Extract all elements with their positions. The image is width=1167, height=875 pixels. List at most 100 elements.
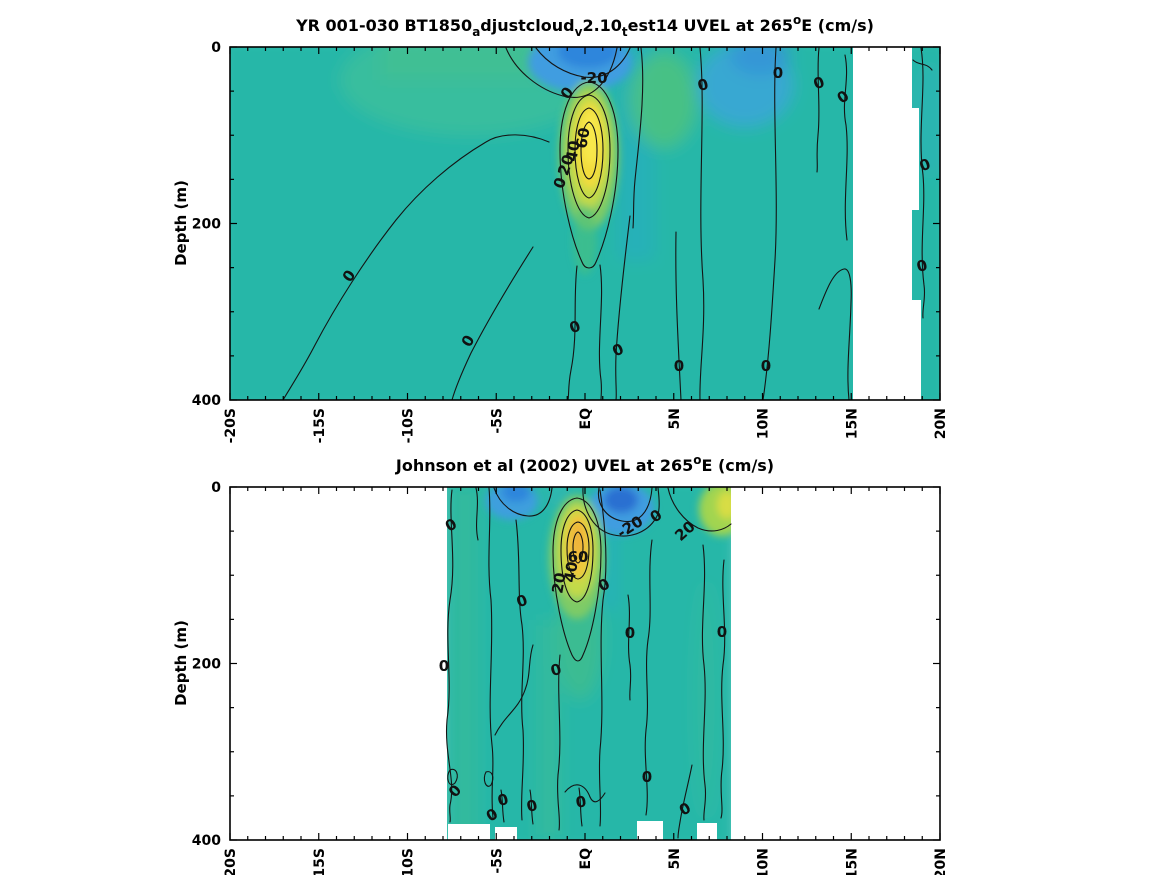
contour-label: 0 [642, 768, 652, 786]
contour-label: 0 [496, 790, 511, 810]
x-tick-label: 15N [844, 848, 860, 875]
contour-line [535, 47, 631, 78]
contour-label: 0 [674, 357, 684, 375]
contour-line [578, 787, 583, 827]
y-tick-labels: 0 200 400 [192, 40, 221, 409]
color-region [910, 60, 940, 180]
contour-line [720, 559, 726, 819]
contour-line [843, 54, 848, 241]
contour-line [529, 789, 534, 825]
contour-line [582, 487, 660, 537]
contour-line [505, 47, 618, 98]
contour-label: 0 [625, 624, 635, 642]
y-tick-label: 400 [192, 833, 221, 849]
x-tick-label: 20N [933, 848, 949, 875]
contour-line [912, 59, 933, 71]
missing-data-mask [912, 108, 921, 400]
color-region [629, 52, 697, 148]
contour-line [816, 47, 820, 173]
contour-line [675, 231, 682, 401]
contour-line [475, 487, 479, 541]
y-tick-label: 400 [192, 393, 221, 409]
contour-line [632, 47, 644, 229]
y-tick-label: 0 [211, 40, 221, 56]
x-tick-label: EQ [578, 408, 594, 430]
contour-line [597, 487, 653, 523]
contour-line [483, 771, 494, 787]
color-region [717, 491, 731, 519]
x-tick-label: 20N [933, 408, 949, 439]
y-tick-label: 0 [211, 480, 221, 496]
contour-line [762, 47, 777, 401]
y-axis-label: Depth (m) [172, 180, 190, 266]
missing-data-region [912, 300, 921, 400]
contour-line [500, 789, 505, 823]
contour-line [567, 94, 611, 219]
x-tick-label: -15S [312, 848, 328, 875]
contour-line [560, 509, 594, 603]
x-tick-labels: -20S -15S -10S -5S EQ 5N 10N 15N 20N [223, 848, 949, 875]
color-region [692, 580, 720, 820]
contour-label: 0 [915, 256, 930, 276]
contour-line [574, 107, 604, 199]
contour-line [580, 121, 598, 180]
x-tick-label: EQ [578, 848, 594, 870]
x-tick-label: -20S [223, 848, 239, 875]
contour-line [615, 215, 631, 401]
x-tick-label: -15S [312, 408, 328, 443]
contour-line [557, 654, 561, 831]
contour-line [818, 268, 852, 401]
contour-label: 0 [439, 657, 449, 675]
contour-line [701, 544, 707, 821]
y-tick-labels: 0 200 400 [192, 480, 221, 849]
missing-data-region [637, 821, 663, 841]
contour-line [627, 594, 632, 701]
contour-label: 20 [554, 152, 578, 177]
x-tick-label: -5S [489, 408, 505, 434]
missing-data-region [912, 108, 919, 210]
color-region [558, 47, 618, 68]
contour-line [559, 81, 619, 269]
contour-line [644, 539, 653, 816]
contour-line [598, 489, 607, 827]
contour-lines [445, 487, 732, 839]
y-tick-label: 200 [192, 217, 221, 233]
contour-label: 0 [525, 796, 540, 816]
contour-label: 20 [548, 571, 569, 595]
contour-label: 60 [568, 548, 589, 566]
plot-frame [229, 46, 941, 401]
contour-line [699, 47, 705, 401]
contour-line [451, 246, 534, 401]
y-tick-label: 200 [192, 657, 221, 673]
contour-line [552, 497, 602, 662]
missing-data-region [495, 827, 517, 841]
x-tick-label: 15N [844, 408, 860, 439]
x-tick-label: -20S [223, 408, 239, 443]
contour-line [445, 489, 454, 823]
contour-label: 0 [696, 75, 711, 95]
color-field [230, 47, 940, 400]
contour-label: 60 [572, 126, 593, 150]
color-region [571, 521, 585, 559]
contour-line [494, 644, 534, 736]
color-region [604, 487, 638, 513]
x-tick-label: 5N [667, 848, 683, 869]
missing-data-region [448, 824, 490, 841]
contour-label: 40 [562, 139, 583, 163]
x-tick-label: -5S [489, 848, 505, 874]
contour-line [920, 47, 926, 319]
contour-line [447, 768, 458, 786]
contour-line [572, 531, 584, 564]
missing-data-region [697, 823, 717, 841]
contour-line [493, 487, 553, 517]
color-region [380, 47, 550, 80]
contour-line [282, 134, 550, 401]
x-tick-label: -10S [401, 848, 417, 875]
chart-title-johnson: Johnson et al (2002) UVEL at 265oE (cm/s… [395, 453, 774, 475]
contour-label: 0 [717, 623, 727, 641]
color-region [502, 487, 530, 502]
x-tick-label: -10S [401, 408, 417, 443]
